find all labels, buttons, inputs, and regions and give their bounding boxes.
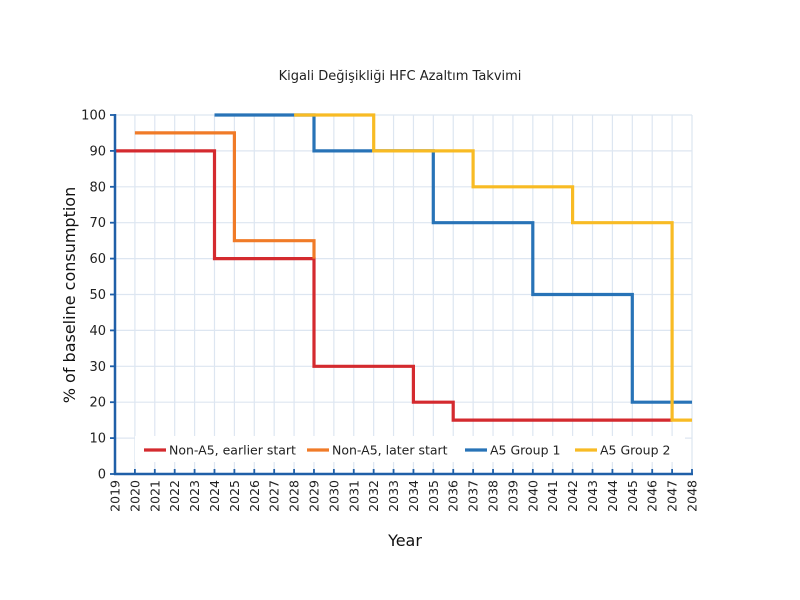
x-tick-label: 2047 <box>665 480 680 512</box>
x-tick-label: 2021 <box>147 480 162 512</box>
series-group <box>115 113 692 422</box>
x-tick-label: 2020 <box>127 480 142 512</box>
legend: Non-A5, earlier start Non-A5, later start… <box>135 436 685 462</box>
legend-label: A5 Group 1 <box>490 443 560 458</box>
chart-title: Kigali Değişikliği HFC Azaltım Takvimi <box>279 69 522 84</box>
x-tick-label: 2036 <box>446 480 461 512</box>
series-line-a5-group-2 <box>294 113 692 422</box>
x-tick-label: 2038 <box>486 480 501 512</box>
x-tick-label: 2026 <box>247 480 262 512</box>
x-tick-label: 2031 <box>346 480 361 512</box>
x-tick-label: 2046 <box>645 480 660 512</box>
legend-label: Non-A5, earlier start <box>169 443 296 458</box>
x-tick-label: 2028 <box>287 480 302 512</box>
x-tick-label: 2019 <box>108 480 123 512</box>
y-tick-label: 80 <box>89 180 106 195</box>
y-tick-label: 40 <box>89 324 106 339</box>
y-tick-label: 50 <box>89 288 106 303</box>
x-tick-label: 2032 <box>366 480 381 512</box>
x-tick-label: 2044 <box>605 480 620 512</box>
x-tick-label: 2037 <box>466 480 481 512</box>
y-tick-label: 90 <box>89 144 106 159</box>
x-tick-label: 2045 <box>625 480 640 512</box>
x-tick-label: 2022 <box>167 480 182 512</box>
x-axis-title: Year <box>387 531 422 550</box>
y-tick-label: 100 <box>81 109 106 124</box>
x-tick-label: 2048 <box>685 480 700 512</box>
x-tick-label: 2039 <box>505 480 520 512</box>
legend-label: A5 Group 2 <box>600 443 670 458</box>
x-tick-label: 2035 <box>426 480 441 512</box>
x-tick-label: 2042 <box>565 480 580 512</box>
x-tick-label: 2029 <box>306 480 321 512</box>
x-tick-label: 2040 <box>525 480 540 512</box>
x-tick-label: 2043 <box>585 480 600 512</box>
y-tick-label: 70 <box>89 216 106 231</box>
y-tick-label: 20 <box>89 396 106 411</box>
y-axis-title: % of baseline consumption <box>60 187 79 404</box>
x-tick-label: 2023 <box>187 480 202 512</box>
x-tick-label: 2030 <box>326 480 341 512</box>
legend-label: Non-A5, later start <box>332 443 448 458</box>
x-tick-label: 2025 <box>227 480 242 512</box>
series-line-non-a5-later-start <box>134 131 316 259</box>
x-tick-label: 2034 <box>406 480 421 512</box>
x-tick-label: 2033 <box>386 480 401 512</box>
y-tick-label: 0 <box>98 468 106 483</box>
y-tick-label: 30 <box>89 360 106 375</box>
y-tick-label: 60 <box>89 252 106 267</box>
y-tick-label: 10 <box>89 432 106 447</box>
x-tick-label: 2027 <box>267 480 282 512</box>
series-line-a5-group-1 <box>214 113 692 404</box>
x-tick-label: 2041 <box>545 480 560 512</box>
series-line-non-a5-earlier-start <box>115 149 673 422</box>
x-tick-label: 2024 <box>207 480 222 512</box>
